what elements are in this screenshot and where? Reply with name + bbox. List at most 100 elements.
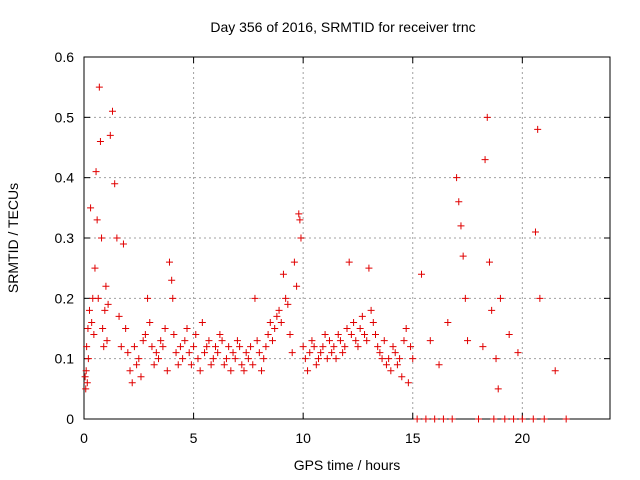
data-point — [174, 361, 182, 369]
data-point — [88, 318, 96, 326]
data-point — [98, 234, 106, 242]
data-point — [551, 367, 559, 375]
data-point — [124, 349, 132, 357]
data-point — [268, 337, 276, 345]
data-point — [332, 355, 340, 363]
data-point — [312, 361, 320, 369]
data-point — [207, 361, 215, 369]
data-point — [181, 337, 189, 345]
data-point — [260, 355, 268, 363]
data-point — [299, 343, 307, 351]
x-tick-labels: 0 5 10 15 20 — [80, 430, 530, 446]
data-point — [165, 258, 173, 266]
data-point — [84, 355, 92, 363]
data-point — [205, 337, 213, 345]
data-point — [361, 331, 369, 339]
data-point — [501, 415, 509, 423]
data-point — [148, 343, 156, 351]
data-point — [529, 415, 537, 423]
data-point — [330, 343, 338, 351]
data-point — [222, 355, 230, 363]
data-point — [273, 312, 281, 320]
data-point — [240, 367, 248, 375]
data-point — [393, 361, 401, 369]
x-tick-label: 20 — [515, 430, 531, 446]
data-point — [457, 222, 465, 230]
data-point — [227, 367, 235, 375]
data-point — [562, 415, 570, 423]
data-point — [540, 415, 548, 423]
data-point — [288, 349, 296, 357]
data-point — [275, 306, 283, 314]
data-point — [209, 355, 217, 363]
data-point — [341, 343, 349, 351]
data-point — [82, 385, 90, 393]
data-point — [106, 131, 114, 139]
data-point — [461, 294, 469, 302]
data-point — [214, 349, 222, 357]
data-point — [483, 113, 491, 121]
data-point — [431, 415, 439, 423]
data-point — [514, 349, 522, 357]
data-point — [192, 331, 200, 339]
data-point — [183, 325, 191, 332]
data-point — [84, 325, 92, 332]
axis-ticks — [83, 56, 610, 420]
data-point — [369, 318, 377, 326]
data-point — [212, 343, 219, 351]
data-point — [196, 367, 204, 375]
data-point — [290, 258, 298, 266]
data-point — [266, 318, 274, 326]
data-point — [319, 343, 327, 351]
data-point — [137, 373, 145, 381]
data-point — [282, 294, 290, 302]
chart-title: Day 356 of 2016, SRMTID for receiver trn… — [210, 19, 475, 35]
data-point — [238, 361, 246, 369]
data-point — [365, 264, 373, 272]
data-point — [99, 325, 107, 332]
data-point — [170, 331, 178, 339]
data-point — [356, 325, 364, 332]
data-point — [187, 361, 195, 369]
data-point — [518, 415, 526, 423]
data-point — [358, 312, 366, 320]
data-point — [481, 156, 489, 164]
data-point — [169, 294, 177, 302]
data-point — [91, 264, 99, 272]
data-point — [385, 355, 393, 363]
data-point — [251, 294, 259, 302]
data-point — [249, 361, 257, 369]
data-point — [190, 343, 198, 351]
data-point — [295, 210, 303, 218]
data-point — [82, 367, 90, 375]
data-point — [130, 343, 138, 351]
data-point — [402, 325, 410, 332]
data-point — [279, 270, 287, 278]
data-point — [85, 306, 93, 314]
data-point — [144, 294, 152, 302]
data-point — [96, 137, 104, 145]
data-point — [104, 300, 112, 308]
data-point — [374, 343, 382, 351]
data-point — [163, 367, 171, 375]
data-point — [352, 337, 360, 345]
data-point — [317, 349, 325, 357]
data-point — [444, 318, 452, 326]
data-point — [155, 355, 163, 363]
data-point — [464, 337, 472, 345]
data-point — [339, 349, 347, 357]
data-point — [315, 355, 323, 363]
data-point — [102, 282, 110, 290]
data-point — [253, 337, 261, 345]
data-point — [159, 343, 167, 351]
data-point — [216, 331, 224, 339]
data-point — [218, 337, 226, 345]
data-point — [475, 415, 482, 423]
data-point — [334, 331, 342, 339]
data-point — [203, 343, 211, 351]
data-point — [242, 349, 250, 357]
data-point — [176, 343, 184, 351]
data-point — [83, 379, 91, 387]
data-point — [418, 270, 426, 278]
data-point — [363, 337, 371, 345]
